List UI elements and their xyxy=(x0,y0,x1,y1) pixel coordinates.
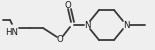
Text: O: O xyxy=(65,2,71,10)
Text: N: N xyxy=(84,20,90,30)
Text: N: N xyxy=(123,20,129,30)
Text: O: O xyxy=(57,34,63,44)
Text: HN: HN xyxy=(5,28,18,37)
